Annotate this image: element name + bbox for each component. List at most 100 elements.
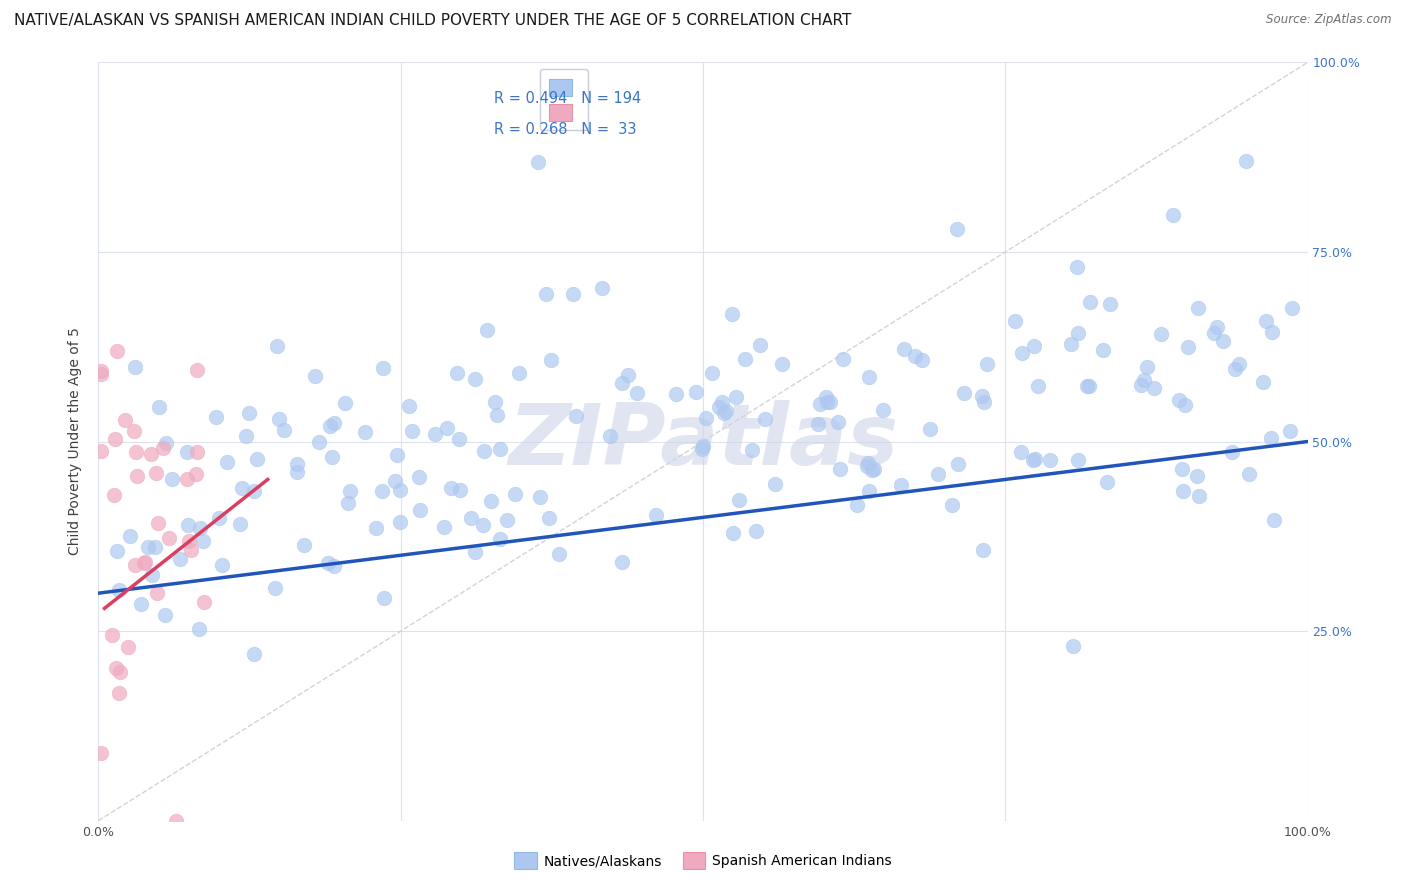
Point bbox=[626, 386, 648, 401]
Point bbox=[389, 483, 412, 497]
Point bbox=[231, 481, 253, 495]
Point bbox=[389, 515, 412, 529]
Point bbox=[1022, 453, 1045, 467]
Point bbox=[1078, 294, 1101, 309]
Point bbox=[472, 444, 495, 458]
Point bbox=[1251, 375, 1274, 389]
Point bbox=[425, 426, 447, 441]
Point bbox=[591, 281, 613, 295]
Point bbox=[122, 424, 145, 438]
Point bbox=[1281, 301, 1303, 315]
Point bbox=[1091, 343, 1114, 358]
Point bbox=[808, 397, 831, 411]
Point bbox=[972, 389, 994, 403]
Point bbox=[108, 582, 131, 597]
Point bbox=[141, 446, 163, 460]
Point bbox=[1143, 381, 1166, 395]
Point bbox=[408, 470, 430, 484]
Point bbox=[599, 429, 621, 443]
Point bbox=[862, 462, 884, 476]
Point bbox=[770, 357, 793, 371]
Point bbox=[1263, 513, 1285, 527]
Point bbox=[373, 361, 395, 376]
Point bbox=[486, 408, 509, 422]
Point bbox=[155, 436, 177, 450]
Point bbox=[562, 287, 585, 301]
Point bbox=[685, 385, 707, 400]
Point bbox=[529, 491, 551, 505]
Point bbox=[695, 411, 717, 425]
Point bbox=[488, 442, 510, 456]
Point bbox=[479, 494, 502, 508]
Point bbox=[610, 555, 633, 569]
Point bbox=[449, 432, 471, 446]
Point bbox=[235, 429, 257, 443]
Point bbox=[976, 357, 998, 371]
Point bbox=[319, 418, 342, 433]
Point bbox=[273, 423, 295, 437]
Point bbox=[830, 462, 852, 476]
Point bbox=[1223, 362, 1246, 376]
Point bbox=[1260, 431, 1282, 445]
Point bbox=[90, 367, 112, 381]
Point bbox=[191, 533, 214, 548]
Point bbox=[285, 457, 308, 471]
Point bbox=[446, 366, 468, 380]
Point bbox=[366, 521, 388, 535]
Point bbox=[387, 448, 409, 462]
Point bbox=[1129, 377, 1152, 392]
Point bbox=[1076, 379, 1098, 393]
Text: ZIPatlas: ZIPatlas bbox=[508, 400, 898, 483]
Point bbox=[745, 524, 768, 538]
Point bbox=[709, 400, 731, 414]
Point bbox=[714, 404, 737, 418]
Point bbox=[763, 476, 786, 491]
Point bbox=[890, 478, 912, 492]
Point bbox=[690, 442, 713, 457]
Point bbox=[1237, 467, 1260, 482]
Point bbox=[246, 452, 269, 467]
Point bbox=[143, 541, 166, 555]
Point bbox=[1227, 357, 1250, 371]
Point bbox=[304, 369, 326, 384]
Point bbox=[125, 469, 148, 483]
Point bbox=[103, 488, 125, 502]
Point bbox=[1170, 462, 1192, 476]
Point bbox=[141, 568, 163, 582]
Point bbox=[105, 544, 128, 558]
Point bbox=[1212, 334, 1234, 348]
Point bbox=[1060, 336, 1083, 351]
Point bbox=[721, 526, 744, 541]
Point bbox=[205, 410, 228, 425]
Point bbox=[145, 467, 167, 481]
Point bbox=[1067, 326, 1090, 341]
Point bbox=[893, 342, 915, 356]
Point bbox=[1161, 208, 1184, 222]
Point bbox=[503, 487, 526, 501]
Point bbox=[384, 474, 406, 488]
Point bbox=[436, 421, 458, 435]
Point bbox=[124, 359, 146, 374]
Point bbox=[180, 542, 202, 557]
Point bbox=[1039, 453, 1062, 467]
Point bbox=[827, 416, 849, 430]
Point bbox=[1188, 489, 1211, 503]
Point bbox=[645, 508, 668, 523]
Point bbox=[292, 538, 315, 552]
Point bbox=[337, 496, 360, 510]
Point bbox=[100, 627, 122, 641]
Point bbox=[153, 607, 176, 622]
Y-axis label: Child Poverty Under the Age of 5: Child Poverty Under the Age of 5 bbox=[69, 327, 83, 556]
Point bbox=[945, 221, 967, 235]
Point bbox=[471, 517, 494, 532]
Point bbox=[120, 529, 142, 543]
Point bbox=[145, 586, 167, 600]
Point bbox=[285, 465, 308, 479]
Point bbox=[1256, 314, 1278, 328]
Point bbox=[370, 483, 392, 498]
Point bbox=[321, 450, 343, 464]
Point bbox=[1136, 359, 1159, 374]
Point bbox=[148, 516, 170, 531]
Point bbox=[1010, 445, 1032, 459]
Point bbox=[186, 445, 208, 459]
